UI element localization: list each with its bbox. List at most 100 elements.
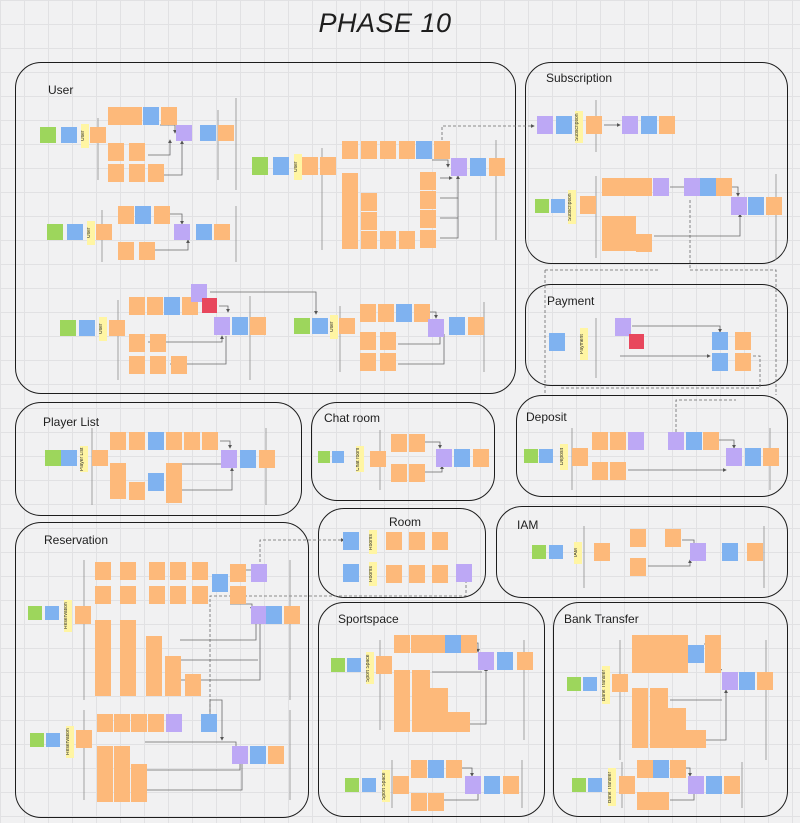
command-sticky[interactable] xyxy=(46,733,60,747)
command-sticky[interactable] xyxy=(739,672,755,690)
frame-bank-transfer[interactable]: Bank Transfer xyxy=(553,602,788,817)
event-sticky[interactable] xyxy=(703,432,719,450)
event-sticky[interactable] xyxy=(394,670,410,732)
event-sticky[interactable] xyxy=(361,231,377,249)
aggregate-label[interactable]: Player List xyxy=(80,446,88,472)
policy-sticky[interactable] xyxy=(726,448,742,466)
command-sticky[interactable] xyxy=(273,157,289,175)
event-sticky[interactable] xyxy=(747,543,763,561)
event-sticky[interactable] xyxy=(110,432,126,450)
event-sticky[interactable] xyxy=(118,242,134,260)
aggregate-label[interactable]: User xyxy=(294,154,302,180)
command-sticky[interactable] xyxy=(312,318,328,334)
event-sticky[interactable] xyxy=(411,793,427,811)
event-sticky[interactable] xyxy=(380,141,396,159)
event-sticky[interactable] xyxy=(171,356,187,374)
command-sticky[interactable] xyxy=(454,449,470,467)
event-sticky[interactable] xyxy=(150,334,166,352)
event-sticky[interactable] xyxy=(361,193,377,211)
policy-sticky[interactable] xyxy=(176,125,192,141)
aggregate-label[interactable]: Bank Transfer xyxy=(608,768,616,806)
frame-iam[interactable]: IAM xyxy=(496,506,788,598)
command-sticky[interactable] xyxy=(143,107,159,125)
event-sticky[interactable] xyxy=(360,353,376,371)
command-sticky[interactable] xyxy=(556,116,572,134)
event-sticky[interactable] xyxy=(218,125,234,141)
hotspot-sticky[interactable] xyxy=(629,334,644,349)
aggregate-label[interactable]: Bank Transfer xyxy=(602,666,610,704)
event-sticky[interactable] xyxy=(636,234,652,252)
event-sticky[interactable] xyxy=(670,760,686,778)
event-sticky[interactable] xyxy=(420,210,436,228)
command-sticky[interactable] xyxy=(79,320,95,336)
command-sticky[interactable] xyxy=(250,746,266,764)
event-sticky[interactable] xyxy=(129,356,145,374)
event-sticky[interactable] xyxy=(230,564,246,582)
event-sticky[interactable] xyxy=(724,776,740,794)
event-sticky[interactable] xyxy=(129,143,145,161)
event-sticky[interactable] xyxy=(393,776,409,794)
aggregate-label[interactable]: Reservation xyxy=(66,726,74,758)
event-sticky[interactable] xyxy=(161,107,177,125)
event-sticky[interactable] xyxy=(602,178,636,196)
event-sticky[interactable] xyxy=(146,636,162,696)
event-sticky[interactable] xyxy=(75,606,91,624)
event-sticky[interactable] xyxy=(380,332,396,350)
event-sticky[interactable] xyxy=(129,297,145,315)
event-sticky[interactable] xyxy=(154,206,170,224)
command-sticky[interactable] xyxy=(135,206,151,224)
event-sticky[interactable] xyxy=(97,746,113,802)
event-sticky[interactable] xyxy=(637,760,653,778)
policy-sticky[interactable] xyxy=(684,178,700,196)
command-sticky[interactable] xyxy=(148,473,164,491)
event-sticky[interactable] xyxy=(580,196,596,214)
event-sticky[interactable] xyxy=(434,141,450,159)
event-sticky[interactable] xyxy=(592,462,608,480)
event-sticky[interactable] xyxy=(214,224,230,240)
command-sticky[interactable] xyxy=(539,449,553,463)
policy-sticky[interactable] xyxy=(537,116,553,134)
event-sticky[interactable] xyxy=(391,464,407,482)
event-sticky[interactable] xyxy=(654,635,670,673)
aggregate-label[interactable]: User xyxy=(99,317,107,341)
actor-sticky[interactable] xyxy=(567,677,581,691)
event-sticky[interactable] xyxy=(114,714,130,732)
event-sticky[interactable] xyxy=(399,141,415,159)
command-sticky[interactable] xyxy=(200,125,216,141)
event-sticky[interactable] xyxy=(148,164,164,182)
event-sticky[interactable] xyxy=(572,448,588,466)
event-sticky[interactable] xyxy=(361,141,377,159)
event-sticky[interactable] xyxy=(632,635,654,673)
event-sticky[interactable] xyxy=(386,532,402,550)
command-sticky[interactable] xyxy=(712,332,728,350)
event-sticky[interactable] xyxy=(602,216,636,251)
frame-subscription[interactable]: Subscription xyxy=(525,62,788,264)
event-sticky[interactable] xyxy=(763,448,779,466)
actor-sticky[interactable] xyxy=(30,733,44,747)
event-sticky[interactable] xyxy=(97,714,113,732)
policy-sticky[interactable] xyxy=(214,317,230,335)
event-sticky[interactable] xyxy=(165,656,181,696)
event-sticky[interactable] xyxy=(619,776,635,794)
command-sticky[interactable] xyxy=(164,297,180,315)
event-sticky[interactable] xyxy=(108,143,124,161)
command-sticky[interactable] xyxy=(201,714,217,732)
aggregate-label[interactable]: User xyxy=(87,221,95,245)
event-sticky[interactable] xyxy=(420,191,436,209)
aggregate-label[interactable]: Sport Space xyxy=(366,652,374,684)
command-sticky[interactable] xyxy=(583,677,597,691)
event-sticky[interactable] xyxy=(630,558,646,576)
event-sticky[interactable] xyxy=(420,172,436,190)
command-sticky[interactable] xyxy=(240,450,256,468)
event-sticky[interactable] xyxy=(370,451,386,467)
policy-sticky[interactable] xyxy=(251,606,267,624)
command-sticky[interactable] xyxy=(745,448,761,466)
command-sticky[interactable] xyxy=(332,451,344,463)
command-sticky[interactable] xyxy=(396,304,412,322)
command-sticky[interactable] xyxy=(445,635,461,653)
policy-sticky[interactable] xyxy=(465,776,481,794)
event-sticky[interactable] xyxy=(360,304,376,322)
aggregate-label[interactable]: User xyxy=(81,124,89,148)
aggregate-label[interactable]: Reservation xyxy=(64,600,72,632)
command-sticky[interactable] xyxy=(362,778,376,792)
